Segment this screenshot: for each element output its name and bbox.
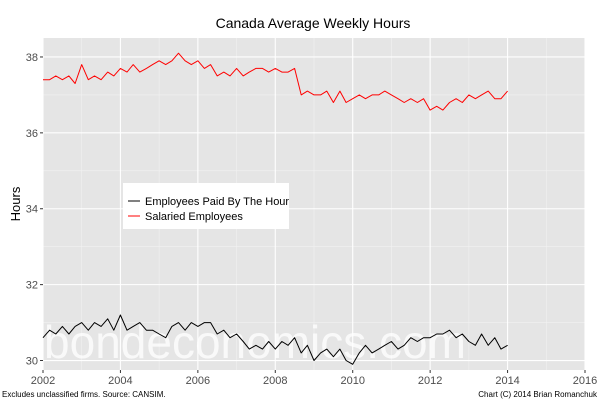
x-tick-label: 2002: [31, 375, 55, 387]
legend-label-hourly: Employees Paid By The Hour: [145, 196, 289, 208]
x-tick-label: 2006: [186, 375, 210, 387]
series-line-salaried: [43, 52, 508, 111]
y-tick-label: 30: [26, 356, 38, 368]
y-axis-title: Hours: [8, 186, 23, 221]
y-tick-label: 38: [26, 52, 38, 64]
y-axis-ticks: 30 32 34 36 38: [26, 52, 43, 368]
x-tick-label: 2014: [495, 375, 519, 387]
y-tick-label: 34: [26, 204, 38, 216]
footnote-copyright: Chart (C) 2014 Brian Romanchuk: [478, 390, 598, 399]
x-tick-label: 2012: [418, 375, 442, 387]
y-tick-label: 36: [26, 128, 38, 140]
x-tick-label: 2004: [108, 375, 132, 387]
y-tick-label: 32: [26, 280, 38, 292]
legend-label-salaried: Salaried Employees: [145, 211, 243, 223]
x-tick-label: 2016: [573, 375, 597, 387]
x-tick-label: 2008: [263, 375, 287, 387]
footnote-source: Excludes unclassified firms. Source: CAN…: [2, 390, 166, 399]
series-layer: [42, 52, 508, 365]
legend-box: [123, 183, 289, 229]
x-axis-ticks: 2002 2004 2006 2008 2010 2012 2014 2016: [31, 370, 597, 387]
x-tick-label: 2010: [340, 375, 364, 387]
chart-title: Canada Average Weekly Hours: [216, 15, 411, 31]
legend: Employees Paid By The Hour Salaried Empl…: [123, 183, 289, 229]
series-line-hourly: [42, 314, 508, 365]
watermark: bondeconomics.com: [44, 316, 466, 368]
